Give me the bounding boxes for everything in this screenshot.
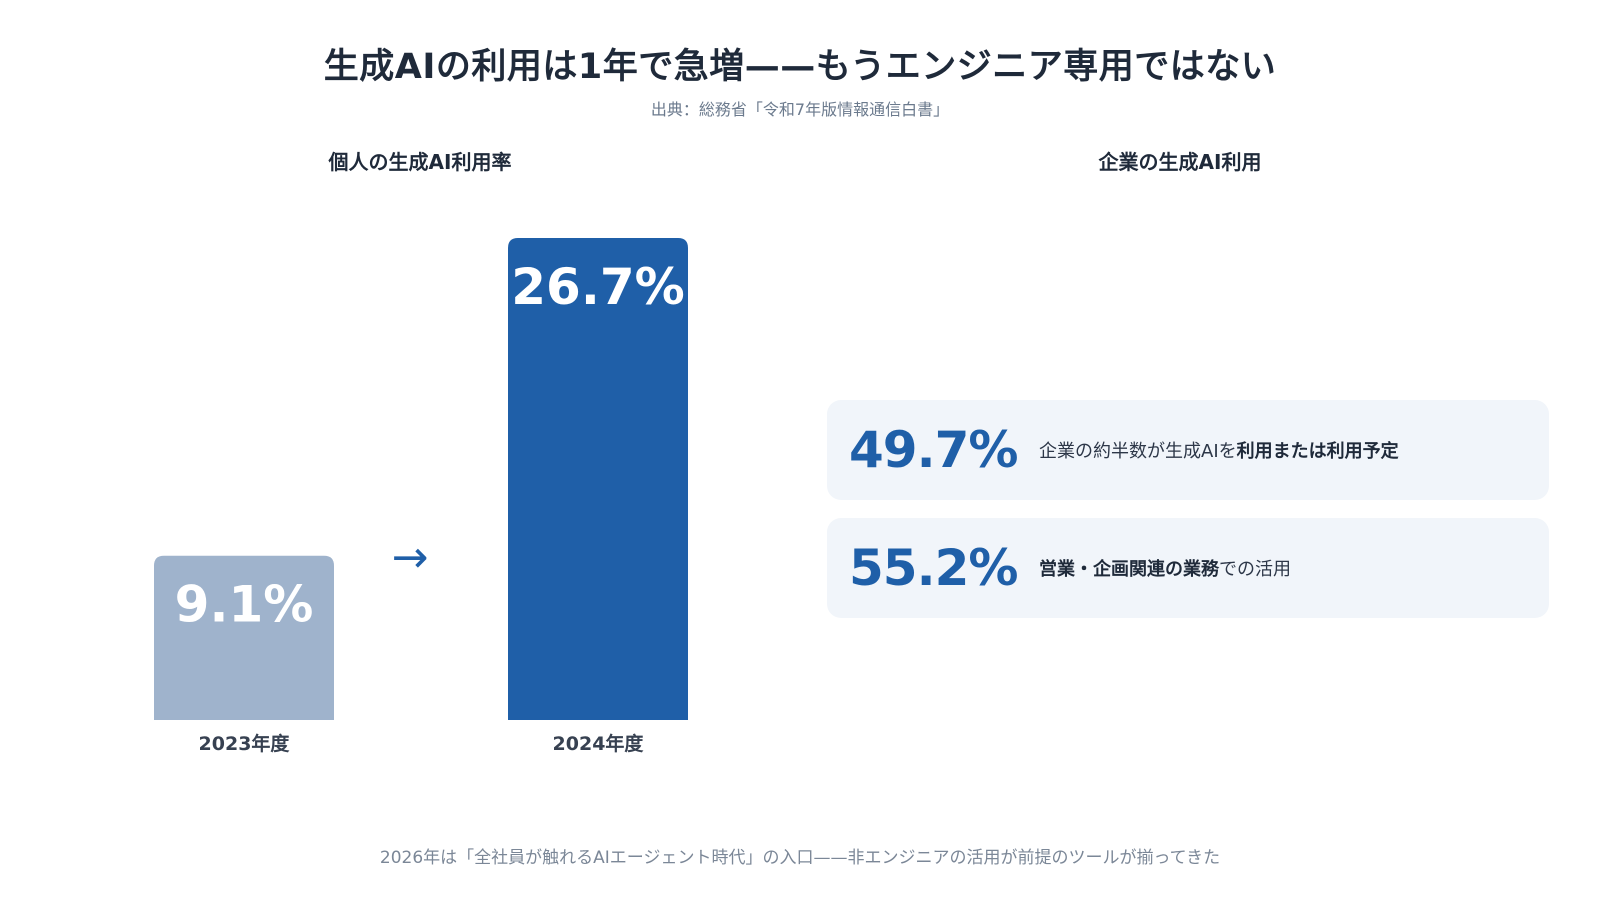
category-label-1: 2024年度 xyxy=(553,732,645,755)
bar-value-label-0: 9.1% xyxy=(175,576,314,634)
individual-usage-bar-chart: 9.1% 2023年度 26.7% 2024年度 → xyxy=(154,238,688,755)
bar-0 xyxy=(154,555,334,720)
stat-description: 営業・企画関連の業務での活用 xyxy=(1039,555,1291,581)
stat-desc-bold: 営業・企画関連の業務 xyxy=(1039,559,1219,580)
stat-desc-tail: での活用 xyxy=(1219,559,1291,580)
arrow-icon: → xyxy=(392,532,429,583)
stat-value: 49.7% xyxy=(849,421,1018,479)
page-title: 生成AIの利用は1年で急増——もうエンジニア専用ではない xyxy=(323,47,1277,87)
individual-usage-section-title: 個人の生成AI利用率 xyxy=(328,150,512,174)
corporate-usage-section-title: 企業の生成AI利用 xyxy=(1098,150,1262,174)
source-subtitle: 出典：総務省「令和7年版情報通信白書」 xyxy=(650,100,950,119)
stat-card-company-adoption: 49.7% 企業の約半数が生成AIを利用または利用予定 xyxy=(827,400,1549,500)
bar-value-label-1: 26.7% xyxy=(511,258,684,316)
bars-layer: 9.1% 2023年度 26.7% 2024年度 xyxy=(154,238,688,755)
stat-card-sales-planning: 55.2% 営業・企画関連の業務での活用 xyxy=(827,518,1549,618)
bar-1 xyxy=(508,238,688,720)
stat-desc-bold: 利用または利用予定 xyxy=(1236,441,1399,462)
stat-value: 55.2% xyxy=(849,539,1018,597)
footer-note: 2026年は「全社員が触れるAIエージェント時代」の入口——非エンジニアの活用が… xyxy=(379,848,1221,868)
stat-description: 企業の約半数が生成AIを利用または利用予定 xyxy=(1039,437,1399,463)
category-label-0: 2023年度 xyxy=(199,732,291,755)
stat-desc-plain: 企業の約半数が生成AIを xyxy=(1039,441,1237,462)
